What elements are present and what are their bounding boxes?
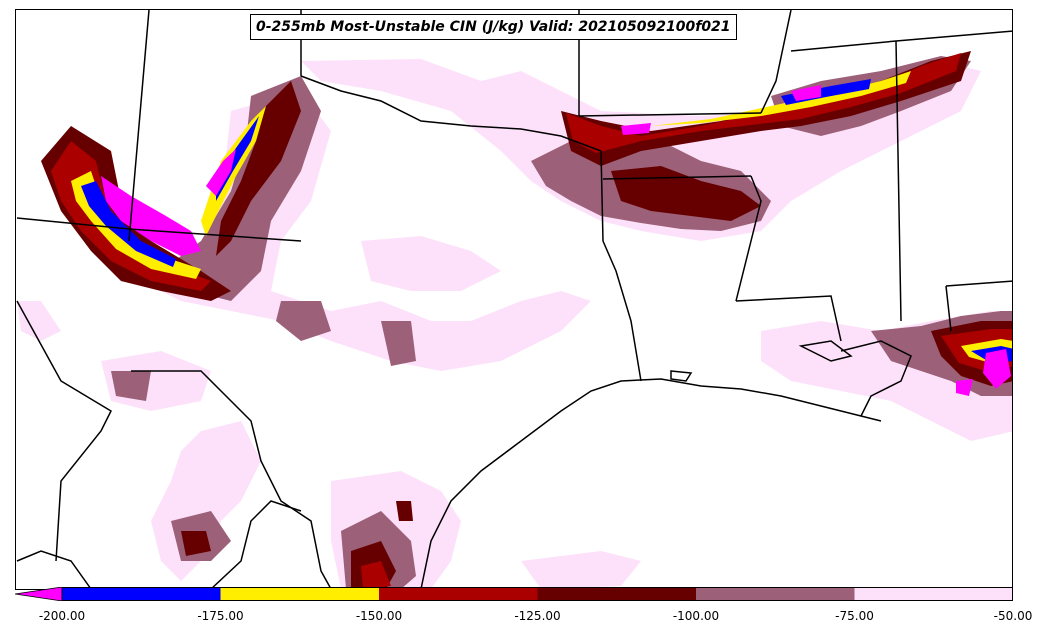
colorbar-bin xyxy=(220,587,379,601)
colorbar-tick-label: -200.00 xyxy=(38,609,86,623)
weak-cin-areas xyxy=(17,59,1012,589)
colorbar-tick-label: -100.00 xyxy=(672,609,720,623)
colorbar-bin xyxy=(854,587,1013,601)
colorbar-bin xyxy=(696,587,855,601)
colorbar xyxy=(15,587,1013,601)
map-title: 0-255mb Most-Unstable CIN (J/kg) Valid: … xyxy=(250,14,737,40)
under-range-cin-areas xyxy=(101,85,1011,396)
colorbar-tick-label: -50.00 xyxy=(993,609,1033,623)
coastline xyxy=(420,340,912,589)
colorbar-tick-label: -175.00 xyxy=(197,609,244,623)
colorbar-tick-label: -125.00 xyxy=(514,609,561,623)
colorbar-under-arrow xyxy=(15,587,63,601)
colorbar-bin xyxy=(379,587,538,601)
colorbar-bin xyxy=(537,587,696,601)
colorbar-bin xyxy=(62,587,221,601)
colorbar-tick-label: -150.00 xyxy=(355,609,403,623)
colorbar-outline xyxy=(61,587,1013,601)
map-panel xyxy=(15,9,1013,590)
cin-map xyxy=(16,10,1012,589)
colorbar-tick-label: -75.00 xyxy=(835,609,874,623)
